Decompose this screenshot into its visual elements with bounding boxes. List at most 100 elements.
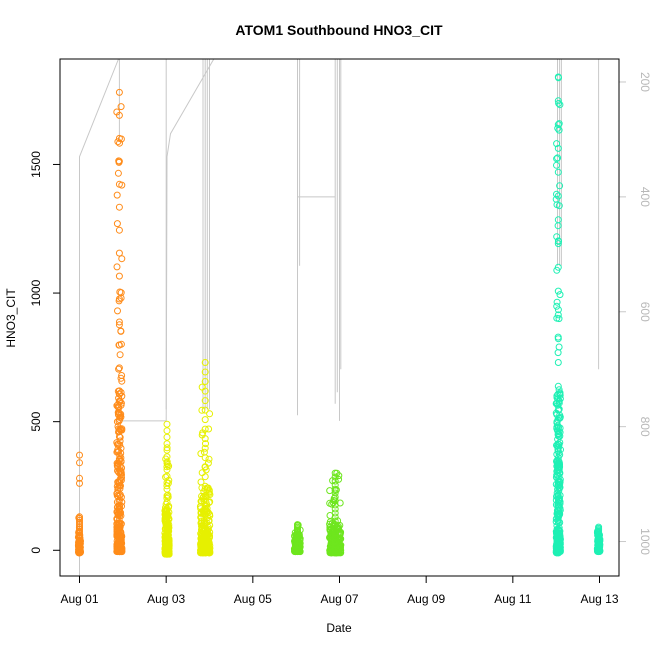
data-point bbox=[115, 272, 123, 280]
data-point bbox=[114, 409, 122, 416]
data-point bbox=[114, 401, 122, 409]
data-point bbox=[335, 539, 343, 547]
data-point bbox=[115, 456, 123, 464]
data-point bbox=[206, 410, 214, 418]
data-point bbox=[336, 529, 344, 537]
data-point bbox=[554, 430, 562, 438]
data-point bbox=[201, 501, 209, 509]
data-point bbox=[331, 509, 339, 517]
chart-title: ATOM1 Southbound HNO3_CIT bbox=[235, 22, 443, 38]
data-point bbox=[555, 469, 563, 477]
data-point bbox=[555, 443, 563, 451]
data-point bbox=[331, 493, 339, 501]
data-point bbox=[554, 124, 562, 132]
data-point bbox=[76, 451, 83, 459]
data-point bbox=[115, 387, 123, 395]
data-point bbox=[201, 416, 209, 424]
data-point bbox=[554, 192, 562, 200]
data-point bbox=[555, 457, 563, 465]
data-point bbox=[115, 502, 123, 510]
data-point bbox=[554, 311, 562, 319]
data-point bbox=[163, 433, 171, 441]
data-point bbox=[331, 489, 339, 497]
data-point bbox=[201, 435, 209, 443]
data-point bbox=[556, 535, 564, 543]
data-point bbox=[115, 318, 123, 326]
data-point bbox=[201, 511, 209, 519]
data-point bbox=[117, 103, 125, 111]
x-tick-label: Aug 05 bbox=[234, 592, 272, 606]
data-point bbox=[554, 168, 562, 176]
y-tick-label: 500 bbox=[29, 411, 43, 431]
data-point bbox=[201, 508, 209, 516]
altitude-profile-lines bbox=[79, 58, 600, 576]
data-point bbox=[203, 486, 211, 494]
y-axis-label: HNO3_CIT bbox=[4, 288, 18, 348]
data-point bbox=[595, 523, 603, 531]
data-point bbox=[331, 497, 339, 505]
data-point bbox=[553, 155, 561, 163]
data-point bbox=[198, 492, 206, 500]
data-point bbox=[554, 306, 562, 314]
y-tick-label: 1000 bbox=[29, 279, 43, 306]
data-point bbox=[556, 291, 564, 299]
data-point bbox=[554, 511, 562, 519]
data-point bbox=[552, 400, 560, 407]
data-point bbox=[331, 473, 339, 481]
y2-tick-label: 1000 bbox=[638, 528, 650, 555]
data-point bbox=[553, 540, 561, 548]
data-point bbox=[331, 513, 339, 521]
x-tick-label: Aug 07 bbox=[320, 592, 358, 606]
x-tick-label: Aug 13 bbox=[580, 592, 618, 606]
data-point bbox=[201, 463, 209, 471]
data-point bbox=[201, 406, 209, 414]
data-point bbox=[201, 482, 209, 490]
profile-line bbox=[79, 58, 119, 576]
data-point bbox=[553, 201, 561, 209]
data-point bbox=[115, 548, 123, 556]
data-point bbox=[553, 140, 561, 148]
data-point bbox=[555, 496, 563, 504]
data-point bbox=[113, 541, 121, 549]
y-tick-label: 0 bbox=[29, 547, 43, 554]
data-point bbox=[115, 521, 123, 529]
data-point bbox=[165, 539, 173, 547]
data-point bbox=[554, 144, 562, 152]
data-point bbox=[554, 435, 562, 443]
data-point bbox=[197, 450, 205, 458]
data-point bbox=[115, 203, 123, 211]
data-point bbox=[115, 417, 123, 425]
data-point bbox=[163, 494, 171, 502]
data-point bbox=[76, 459, 83, 467]
data-point bbox=[554, 454, 562, 462]
data-point bbox=[331, 525, 339, 533]
data-point bbox=[115, 365, 123, 373]
data-point bbox=[113, 220, 121, 228]
data-point bbox=[205, 489, 213, 497]
data-point bbox=[115, 180, 123, 188]
data-point bbox=[115, 134, 123, 142]
data-point bbox=[117, 327, 125, 335]
data-point bbox=[554, 359, 562, 366]
x-tick-label: Aug 03 bbox=[147, 592, 185, 606]
data-point bbox=[201, 387, 209, 395]
profile-line bbox=[119, 58, 215, 422]
y-tick-label: 1500 bbox=[29, 151, 43, 178]
data-point bbox=[201, 454, 209, 462]
data-point bbox=[117, 374, 125, 382]
data-point bbox=[198, 540, 206, 548]
data-point bbox=[113, 530, 121, 538]
data-point bbox=[114, 486, 122, 494]
data-point bbox=[117, 444, 125, 452]
data-point bbox=[554, 237, 562, 245]
data-point bbox=[554, 263, 562, 271]
data-point bbox=[201, 473, 209, 481]
y2-tick-label: 400 bbox=[638, 187, 650, 207]
data-point bbox=[553, 522, 561, 530]
data-point bbox=[554, 395, 562, 403]
y2-tick-label: 200 bbox=[638, 72, 650, 92]
data-point bbox=[115, 249, 123, 257]
data-point bbox=[554, 525, 562, 533]
plot-frame bbox=[59, 58, 620, 577]
data-point bbox=[331, 529, 339, 537]
